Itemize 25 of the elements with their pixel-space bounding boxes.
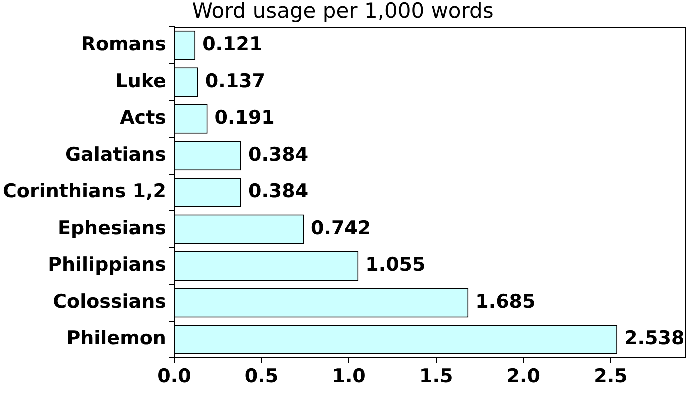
y-tick-label: Acts [120, 107, 166, 130]
y-tick-label: Galatians [65, 144, 166, 166]
data-label: 1.055 [366, 254, 426, 276]
data-label: 0.191 [214, 107, 275, 130]
chart-title: Word usage per 1,000 words [192, 0, 494, 24]
data-label: 1.685 [476, 290, 536, 313]
x-tick-label: 0.5 [244, 366, 279, 388]
y-tick-label: Romans [81, 34, 166, 56]
y-tick-label: Colossians [53, 290, 166, 313]
y-tick-label: Corinthians 1,2 [2, 180, 166, 203]
y-tick-label: Ephesians [58, 217, 166, 240]
y-tick-label: Luke [116, 70, 166, 92]
x-tick-label: 1.5 [420, 366, 454, 388]
x-tick-label: 1.0 [332, 366, 366, 388]
data-label: 0.137 [205, 70, 266, 92]
data-label: 0.121 [202, 34, 263, 56]
data-label: 0.742 [311, 217, 372, 240]
data-label: 2.538 [624, 328, 685, 350]
x-tick-label: 2.5 [594, 366, 628, 388]
y-tick-label: Philippians [48, 254, 166, 276]
x-tick-label: 0.0 [158, 366, 192, 388]
x-tick-label: 2.0 [506, 366, 540, 388]
data-label: 0.384 [248, 144, 309, 166]
y-tick-label: Philemon [66, 328, 166, 350]
data-label: 0.384 [248, 180, 309, 203]
